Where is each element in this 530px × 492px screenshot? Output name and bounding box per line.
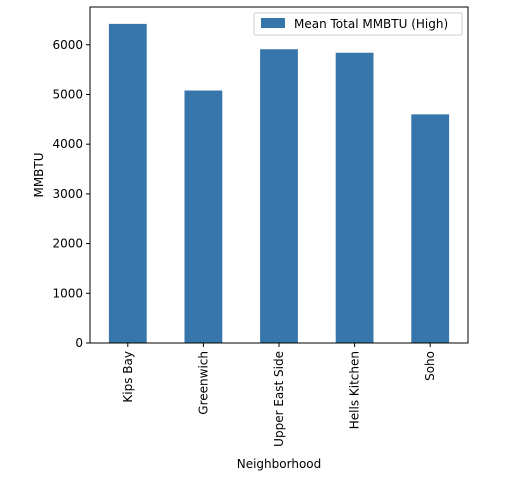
x-tick-label: Hells Kitchen — [348, 351, 362, 429]
bar-hells-kitchen — [335, 52, 374, 343]
y-tick-label: 3000 — [52, 187, 83, 201]
x-tick-label: Kips Bay — [121, 351, 135, 403]
x-axis-label: Neighborhood — [237, 457, 322, 471]
x-tick-label: Greenwich — [196, 351, 210, 415]
bar-greenwich — [184, 90, 223, 343]
x-axis-ticks: Kips Bay Greenwich Upper East Side Hells Ki… — [121, 343, 437, 447]
plot-frame — [89, 6, 469, 344]
legend-box — [253, 12, 463, 36]
y-tick-label: 0 — [75, 336, 83, 350]
x-tick-label: Soho — [423, 351, 437, 381]
bars-group — [108, 23, 450, 343]
y-tick-label: 4000 — [52, 137, 83, 151]
y-tick-label: 1000 — [52, 286, 83, 300]
legend-label: Mean Total MMBTU (High) — [294, 17, 448, 31]
legend: Mean Total MMBTU (High) — [253, 12, 463, 36]
bar-kips-bay — [108, 23, 147, 343]
x-tick-label: Upper East Side — [272, 351, 286, 447]
y-tick-label: 6000 — [52, 38, 83, 52]
bar-upper-east-side — [260, 49, 298, 343]
bar-soho — [411, 114, 450, 343]
y-tick-label: 5000 — [52, 87, 83, 101]
legend-swatch — [261, 18, 285, 28]
y-axis-ticks: 0 1000 2000 3000 4000 5000 6000 — [52, 38, 90, 350]
y-axis-label: MMBTU — [32, 152, 46, 197]
y-tick-label: 2000 — [52, 237, 83, 251]
